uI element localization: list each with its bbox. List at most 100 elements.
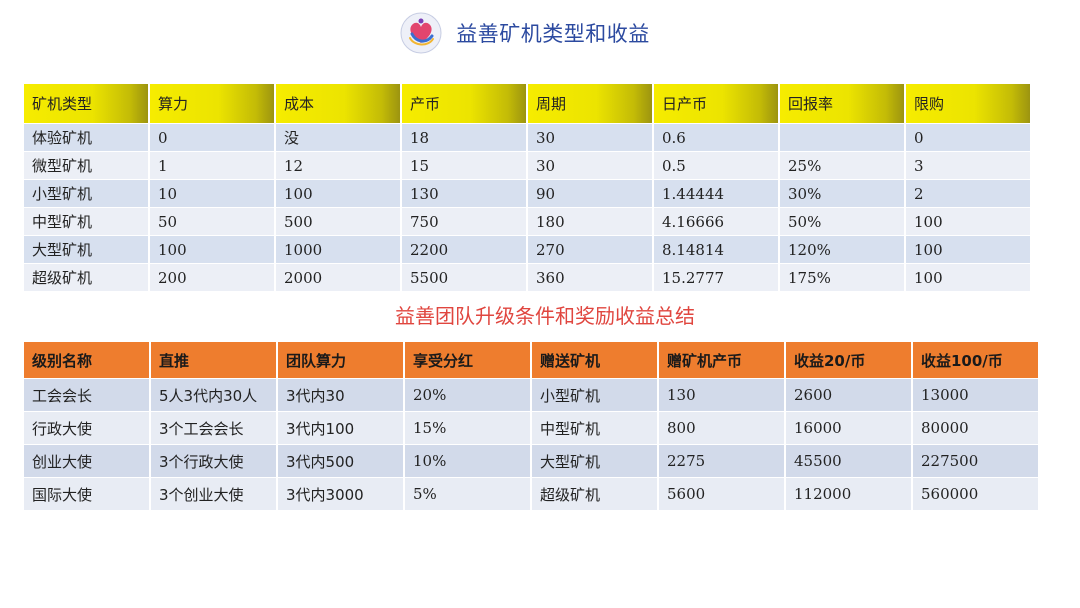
- table-cell: 10: [150, 180, 274, 207]
- logo-icon: [400, 12, 442, 54]
- table-header-row: 级别名称 直推 团队算力 享受分红 赠送矿机 赠矿机产币 收益20/币 收益10…: [24, 342, 1038, 378]
- table-cell: 0.6: [654, 124, 778, 151]
- table-cell: 5人3代内30人: [151, 379, 276, 411]
- table-cell: 15%: [405, 412, 530, 444]
- table-cell: 2600: [786, 379, 911, 411]
- table-row: 体验矿机 0 没 18 30 0.6 0: [24, 124, 1030, 151]
- table-cell: 13000: [913, 379, 1038, 411]
- table-cell: 180: [528, 208, 652, 235]
- table-cell: 3代内3000: [278, 478, 403, 510]
- table-cell: 8.14814: [654, 236, 778, 263]
- table-row: 行政大使 3个工会会长 3代内100 15% 中型矿机 800 16000 80…: [24, 412, 1038, 444]
- column-header: 团队算力: [278, 342, 403, 378]
- table-cell: 3: [906, 152, 1030, 179]
- column-header: 回报率: [780, 84, 904, 123]
- table-row: 超级矿机 200 2000 5500 360 15.2777 175% 100: [24, 264, 1030, 291]
- column-header: 日产币: [654, 84, 778, 123]
- table-cell: 45500: [786, 445, 911, 477]
- table-cell: 18: [402, 124, 526, 151]
- table-cell: 227500: [913, 445, 1038, 477]
- table-cell: 560000: [913, 478, 1038, 510]
- table-cell: 25%: [780, 152, 904, 179]
- table-cell: 200: [150, 264, 274, 291]
- table-cell: 4.16666: [654, 208, 778, 235]
- table-cell: 中型矿机: [532, 412, 657, 444]
- table-cell: 5600: [659, 478, 784, 510]
- table-cell: 2275: [659, 445, 784, 477]
- table-cell: 中型矿机: [24, 208, 148, 235]
- table-cell: 50%: [780, 208, 904, 235]
- table-row: 微型矿机 1 12 15 30 0.5 25% 3: [24, 152, 1030, 179]
- table-cell: 20%: [405, 379, 530, 411]
- column-header: 收益100/币: [913, 342, 1038, 378]
- table-cell: 50: [150, 208, 274, 235]
- table-cell: 小型矿机: [532, 379, 657, 411]
- table-cell: 体验矿机: [24, 124, 148, 151]
- table-cell: 小型矿机: [24, 180, 148, 207]
- table-cell: 国际大使: [24, 478, 149, 510]
- table-row: 创业大使 3个行政大使 3代内500 10% 大型矿机 2275 45500 2…: [24, 445, 1038, 477]
- table-cell: 1.44444: [654, 180, 778, 207]
- column-header: 赠矿机产币: [659, 342, 784, 378]
- table-cell: 0: [150, 124, 274, 151]
- page-header: 益善矿机类型和收益: [0, 10, 1080, 56]
- table-cell: 超级矿机: [532, 478, 657, 510]
- table-cell: 1000: [276, 236, 400, 263]
- table-cell: 16000: [786, 412, 911, 444]
- column-header: 级别名称: [24, 342, 149, 378]
- table-cell: 大型矿机: [24, 236, 148, 263]
- table-row: 中型矿机 50 500 750 180 4.16666 50% 100: [24, 208, 1030, 235]
- table-cell: 30%: [780, 180, 904, 207]
- table-cell: 30: [528, 124, 652, 151]
- column-header: 成本: [276, 84, 400, 123]
- table-cell: 130: [402, 180, 526, 207]
- table-cell: 大型矿机: [532, 445, 657, 477]
- table-cell: 3个行政大使: [151, 445, 276, 477]
- table-cell: 80000: [913, 412, 1038, 444]
- table-cell: 3代内30: [278, 379, 403, 411]
- table-cell: 2200: [402, 236, 526, 263]
- table-cell: 创业大使: [24, 445, 149, 477]
- table-cell: 3个工会会长: [151, 412, 276, 444]
- table-header-row: 矿机类型 算力 成本 产币 周期 日产币 回报率 限购: [24, 84, 1030, 123]
- table-cell: [780, 124, 904, 151]
- table-cell: 5%: [405, 478, 530, 510]
- table-row: 大型矿机 100 1000 2200 270 8.14814 120% 100: [24, 236, 1030, 263]
- table-cell: 750: [402, 208, 526, 235]
- page-title: 益善矿机类型和收益: [456, 22, 650, 46]
- table-cell: 0.5: [654, 152, 778, 179]
- table-cell: 1: [150, 152, 274, 179]
- column-header: 享受分红: [405, 342, 530, 378]
- table-cell: 90: [528, 180, 652, 207]
- table-cell: 2000: [276, 264, 400, 291]
- table-cell: 500: [276, 208, 400, 235]
- table-cell: 360: [528, 264, 652, 291]
- table-cell: 112000: [786, 478, 911, 510]
- table-cell: 没: [276, 124, 400, 151]
- table-cell: 2: [906, 180, 1030, 207]
- table-cell: 120%: [780, 236, 904, 263]
- section-title: 益善团队升级条件和奖励收益总结: [395, 304, 695, 328]
- table-cell: 800: [659, 412, 784, 444]
- table-cell: 工会会长: [24, 379, 149, 411]
- column-header: 收益20/币: [786, 342, 911, 378]
- column-header: 限购: [906, 84, 1030, 123]
- table-cell: 15: [402, 152, 526, 179]
- table-cell: 100: [906, 236, 1030, 263]
- table-cell: 100: [150, 236, 274, 263]
- table-cell: 3代内100: [278, 412, 403, 444]
- column-header: 产币: [402, 84, 526, 123]
- column-header: 算力: [150, 84, 274, 123]
- table-cell: 175%: [780, 264, 904, 291]
- table-cell: 100: [276, 180, 400, 207]
- table-cell: 100: [906, 208, 1030, 235]
- team-upgrade-table: 级别名称 直推 团队算力 享受分红 赠送矿机 赠矿机产币 收益20/币 收益10…: [22, 341, 1040, 511]
- table-cell: 行政大使: [24, 412, 149, 444]
- table-cell: 270: [528, 236, 652, 263]
- table-cell: 3代内500: [278, 445, 403, 477]
- table-cell: 30: [528, 152, 652, 179]
- table-row: 国际大使 3个创业大使 3代内3000 5% 超级矿机 5600 112000 …: [24, 478, 1038, 510]
- table-cell: 130: [659, 379, 784, 411]
- column-header: 直推: [151, 342, 276, 378]
- table-row: 工会会长 5人3代内30人 3代内30 20% 小型矿机 130 2600 13…: [24, 379, 1038, 411]
